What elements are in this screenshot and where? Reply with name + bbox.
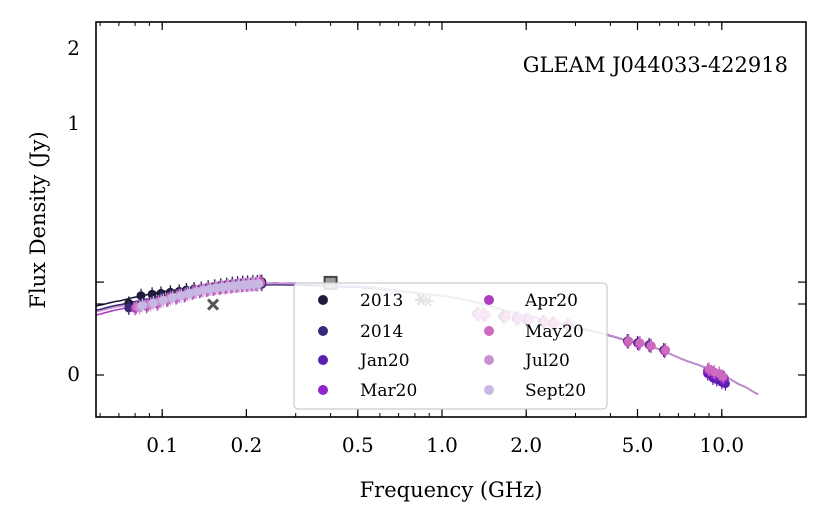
legend-marker-jan20 bbox=[318, 355, 328, 365]
legend-marker-2013 bbox=[318, 295, 328, 305]
legend-marker-2014 bbox=[318, 326, 328, 336]
data-point-sept20 bbox=[158, 295, 168, 305]
x-tick-label-0.1: 0.1 bbox=[146, 433, 178, 457]
legend-label-sept20: Sept20 bbox=[525, 381, 586, 401]
legend-marker-sept20 bbox=[484, 385, 494, 395]
data-point-may20 bbox=[635, 338, 645, 348]
legend-label-jan20: Jan20 bbox=[358, 351, 410, 371]
data-point-sept20 bbox=[176, 291, 186, 300]
legend-marker-mar20 bbox=[318, 385, 328, 395]
legend-marker-may20 bbox=[484, 326, 494, 336]
data-point-may20 bbox=[718, 372, 728, 381]
x-tick-label-0.2: 0.2 bbox=[230, 433, 262, 457]
legend: 2013 2014 Jan20 Mar20 Apr20 May20 Jul20 … bbox=[293, 282, 608, 410]
data-point-may20 bbox=[646, 341, 656, 351]
y-tick-label-2: 2 bbox=[67, 36, 80, 60]
data-point-sept20 bbox=[148, 298, 158, 308]
legend-marker-jul20 bbox=[484, 355, 494, 365]
series-sept20 bbox=[137, 276, 263, 313]
y-axis-title: Flux Density (Jy) bbox=[26, 131, 50, 308]
y-tick-label-1: 1 bbox=[67, 111, 80, 135]
data-point-2013 bbox=[136, 291, 146, 301]
legend-markers bbox=[318, 295, 494, 395]
legend-label-2013: 2013 bbox=[360, 291, 403, 311]
data-point-sept20 bbox=[254, 279, 263, 289]
data-point-sept20 bbox=[137, 301, 147, 311]
x-tick-label-0.5: 0.5 bbox=[342, 433, 374, 457]
legend-frame bbox=[293, 282, 608, 410]
legend-label-jul20: Jul20 bbox=[523, 351, 570, 371]
x-axis-title: Frequency (GHz) bbox=[360, 478, 543, 502]
data-point-sept20 bbox=[192, 287, 202, 297]
legend-marker-apr20 bbox=[484, 295, 494, 305]
data-point-sept20 bbox=[199, 285, 209, 295]
x-tick-label-10.0: 10.0 bbox=[700, 433, 745, 457]
legend-label-may20: May20 bbox=[525, 322, 584, 342]
data-point-may20 bbox=[661, 345, 671, 355]
x-tick-label-2.0: 2.0 bbox=[510, 433, 542, 457]
x-tick-label-5.0: 5.0 bbox=[622, 433, 654, 457]
y-tick-labels: 2 1 0 bbox=[67, 36, 80, 386]
source-annotation: GLEAM J044033-422918 bbox=[523, 53, 788, 77]
data-point-may20 bbox=[624, 336, 634, 346]
y-tick-label-0: 0 bbox=[67, 362, 80, 386]
legend-label-apr20: Apr20 bbox=[524, 291, 578, 311]
data-point-sept20 bbox=[168, 293, 178, 302]
data-point-sept20 bbox=[184, 288, 194, 298]
x-tick-label-1.0: 1.0 bbox=[426, 433, 458, 457]
x-marker-0 bbox=[207, 298, 220, 311]
data-point-2013 bbox=[147, 289, 157, 299]
legend-label-mar20: Mar20 bbox=[360, 381, 417, 401]
legend-label-2014: 2014 bbox=[360, 322, 403, 342]
x-tick-labels: 0.1 0.2 0.5 1.0 2.0 5.0 10.0 bbox=[146, 433, 744, 457]
plot-frame bbox=[95, 21, 807, 418]
